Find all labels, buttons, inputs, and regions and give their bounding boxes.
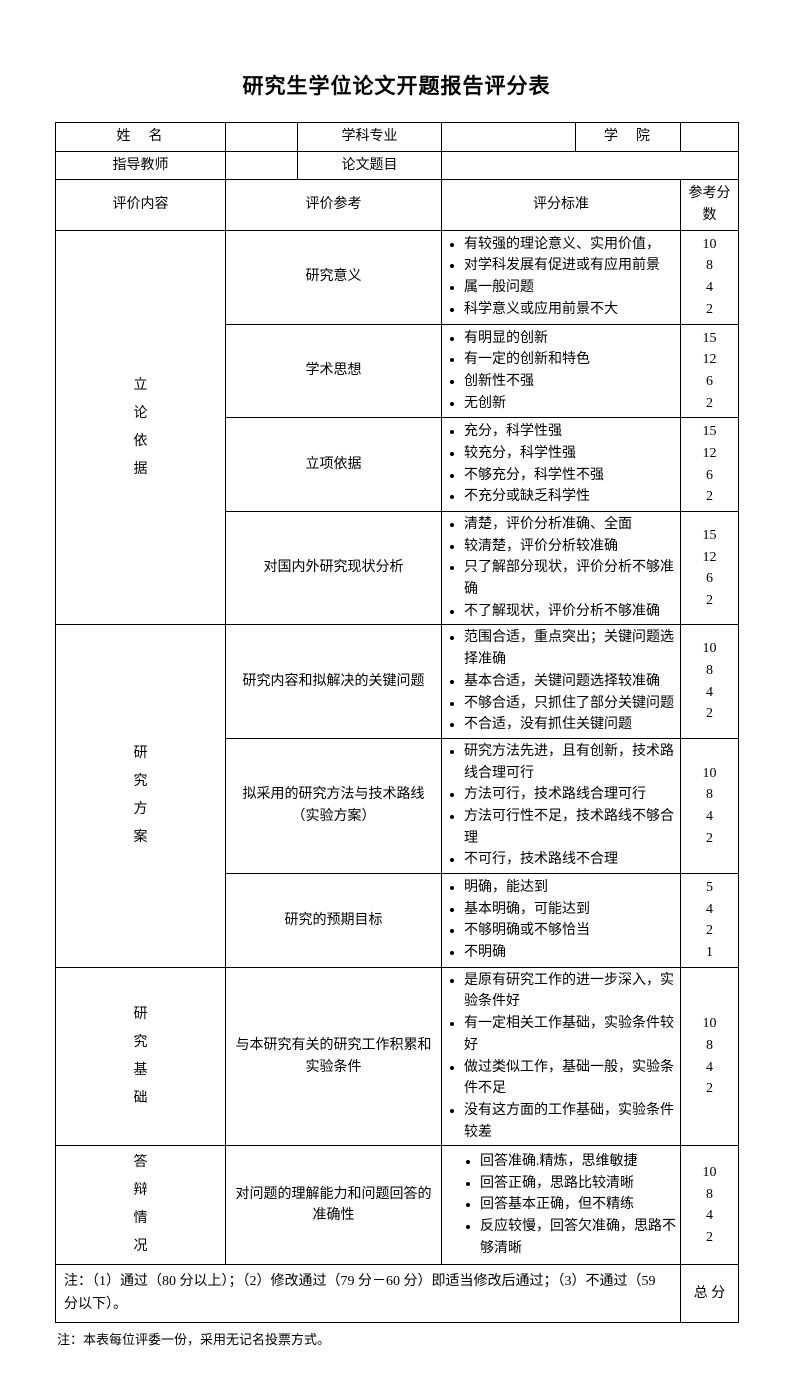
criteria-cell: 明确，能达到基本明确，可能达到不够明确或不够恰当不明确 bbox=[442, 874, 681, 968]
category-cell: 研究方案 bbox=[56, 625, 226, 967]
input-subject[interactable] bbox=[442, 123, 576, 152]
label-name: 姓 名 bbox=[56, 123, 226, 152]
score-cell: 5421 bbox=[681, 874, 739, 968]
ref-cell: 研究意义 bbox=[226, 230, 442, 324]
grading-note: 注：（1）通过（80 分以上）；（2）修改通过（79 分－60 分）即适当修改后… bbox=[56, 1265, 681, 1323]
criteria-cell: 有明显的创新有一定的创新和特色创新性不强无创新 bbox=[442, 324, 681, 418]
total-label: 总 分 bbox=[681, 1265, 739, 1323]
criteria-cell: 是原有研究工作的进一步深入，实验条件好有一定相关工作基础，实验条件较好做过类似工… bbox=[442, 967, 681, 1146]
input-name[interactable] bbox=[226, 123, 298, 152]
criteria-cell: 研究方法先进，且有创新，技术路线合理可行方法可行，技术路线合理可行方法可行性不足… bbox=[442, 738, 681, 873]
ref-cell: 与本研究有关的研究工作积累和实验条件 bbox=[226, 967, 442, 1146]
label-college: 学 院 bbox=[576, 123, 681, 152]
col-eval-ref: 评价参考 bbox=[226, 180, 442, 230]
input-thesis[interactable] bbox=[442, 151, 739, 180]
criteria-cell: 充分，科学性强较充分，科学性强不够充分，科学性不强不充分或缺乏科学性 bbox=[442, 418, 681, 512]
ref-cell: 学术思想 bbox=[226, 324, 442, 418]
criteria-cell: 清楚，评价分析准确、全面较清楚，评价分析较准确只了解部分现状，评价分析不够准确不… bbox=[442, 512, 681, 625]
ref-cell: 对国内外研究现状分析 bbox=[226, 512, 442, 625]
input-college[interactable] bbox=[681, 123, 739, 152]
col-criteria: 评分标准 bbox=[442, 180, 681, 230]
category-cell: 研究基础 bbox=[56, 967, 226, 1146]
score-table: 姓 名 学科专业 学 院 指导教师 论文题目 评价内容 评价参考 评分标准 参考… bbox=[55, 122, 739, 1323]
label-thesis: 论文题目 bbox=[298, 151, 442, 180]
criteria-cell: 有较强的理论意义、实用价值，对学科发展有促进或有应用前景属一般问题科学意义或应用… bbox=[442, 230, 681, 324]
score-cell: 10842 bbox=[681, 738, 739, 873]
score-cell: 10842 bbox=[681, 230, 739, 324]
score-cell: 10842 bbox=[681, 625, 739, 738]
page-title: 研究生学位论文开题报告评分表 bbox=[55, 70, 738, 100]
category-cell: 立论依据 bbox=[56, 230, 226, 625]
score-cell: 10842 bbox=[681, 967, 739, 1146]
criteria-cell: 范围合适，重点突出；关键问题选择准确基本合适，关键问题选择较准确不够合适，只抓住… bbox=[442, 625, 681, 738]
footnote: 注：本表每位评委一份，采用无记名投票方式。 bbox=[55, 1329, 738, 1348]
score-cell: 151262 bbox=[681, 418, 739, 512]
ref-cell: 立项依据 bbox=[226, 418, 442, 512]
input-advisor[interactable] bbox=[226, 151, 298, 180]
label-advisor: 指导教师 bbox=[56, 151, 226, 180]
label-subject: 学科专业 bbox=[298, 123, 442, 152]
score-cell: 10842 bbox=[681, 1146, 739, 1265]
category-cell: 答辩情况 bbox=[56, 1146, 226, 1265]
col-ref-score: 参考分数 bbox=[681, 180, 739, 230]
col-eval-content: 评价内容 bbox=[56, 180, 226, 230]
criteria-cell: 回答准确.精炼，思维敏捷回答正确，思路比较清晰回答基本正确，但不精练反应较慢，回… bbox=[442, 1146, 681, 1265]
ref-cell: 拟采用的研究方法与技术路线（实验方案） bbox=[226, 738, 442, 873]
ref-cell: 研究内容和拟解决的关键问题 bbox=[226, 625, 442, 738]
score-cell: 151262 bbox=[681, 324, 739, 418]
ref-cell: 对问题的理解能力和问题回答的准确性 bbox=[226, 1146, 442, 1265]
ref-cell: 研究的预期目标 bbox=[226, 874, 442, 968]
score-cell: 151262 bbox=[681, 512, 739, 625]
